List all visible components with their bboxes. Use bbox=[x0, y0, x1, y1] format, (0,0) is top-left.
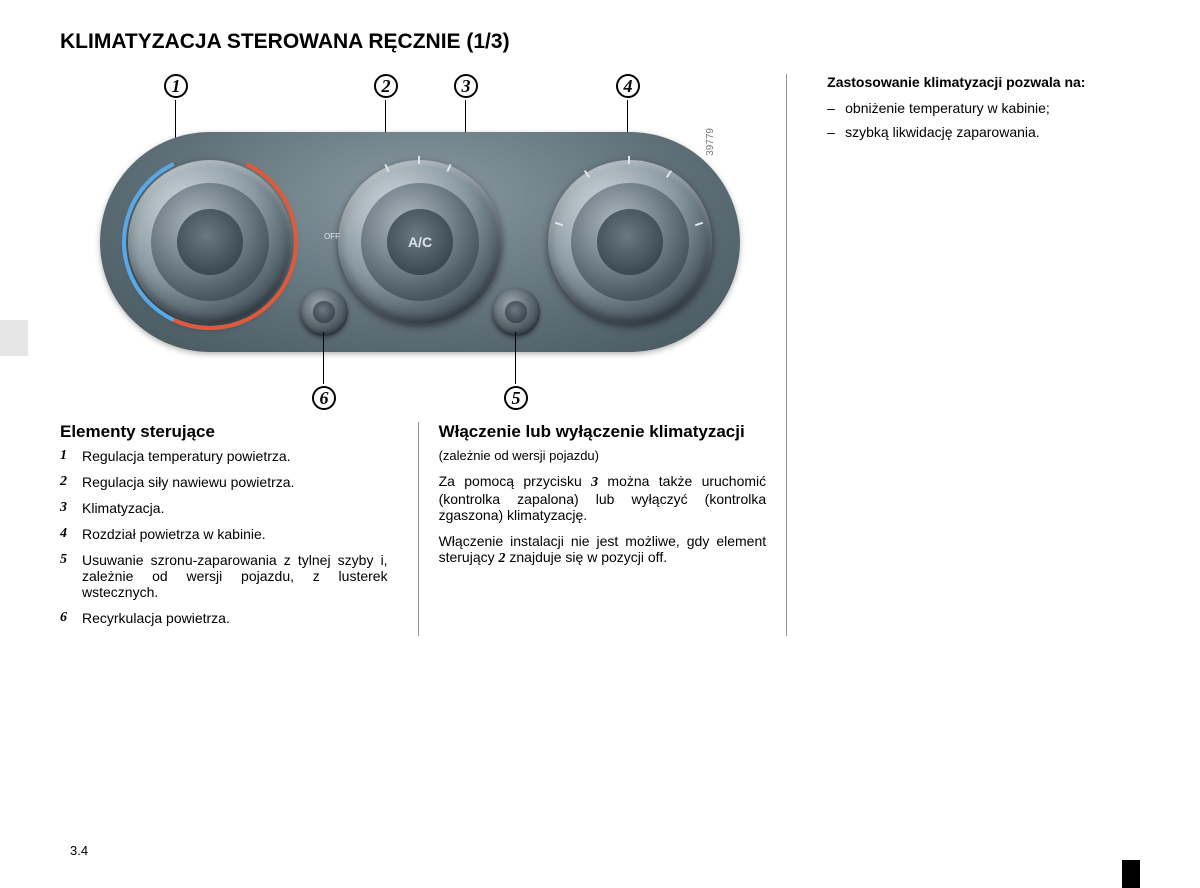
list-item: obniżenie temperatury w kabinie; bbox=[827, 100, 1140, 116]
left-column: 1 2 3 4 39779 bbox=[60, 74, 766, 636]
recirculation-button bbox=[300, 288, 348, 336]
callout-6: 6 bbox=[312, 386, 336, 410]
climate-panel-body: 39779 A/C OFF bbox=[100, 132, 740, 352]
page-number: 3.4 bbox=[70, 843, 88, 858]
activation-section: Włączenie lub wyłączenie klimatyzacji (z… bbox=[418, 422, 767, 636]
activation-paragraph-2: Włączenie instalacji nie jest możliwe, g… bbox=[439, 533, 767, 567]
lead-line bbox=[323, 332, 324, 384]
controls-list-section: Elementy sterujące 1Regulacja temperatur… bbox=[60, 422, 388, 636]
callout-5: 5 bbox=[504, 386, 528, 410]
activation-heading: Włączenie lub wyłączenie klimatyzacji bbox=[439, 422, 767, 442]
list-item: 4Rozdział powietrza w kabinie. bbox=[60, 526, 388, 542]
activation-subnote: (zależnie od wersji pojazdu) bbox=[439, 448, 767, 463]
ac-button-label: A/C bbox=[387, 209, 453, 275]
page-title: KLIMATYZACJA STEROWANA RĘCZNIE (1/3) bbox=[60, 30, 1140, 54]
lead-line bbox=[515, 332, 516, 384]
callout-3: 3 bbox=[454, 74, 478, 98]
climate-panel-diagram: 1 2 3 4 39779 bbox=[60, 74, 766, 414]
list-item: 1Regulacja temperatury powietrza. bbox=[60, 448, 388, 464]
bottom-corner-marker bbox=[1122, 860, 1140, 888]
off-label: OFF bbox=[324, 232, 340, 241]
list-item: 5Usuwanie szronu-zaparowania z tylnej sz… bbox=[60, 552, 388, 600]
list-item: szybką likwidację zaparowania. bbox=[827, 124, 1140, 140]
list-item: 6Recyrkulacja powietrza. bbox=[60, 610, 388, 626]
list-item: 2Regulacja siły nawiewu powietrza. bbox=[60, 474, 388, 490]
callout-2: 2 bbox=[374, 74, 398, 98]
rear-defrost-button bbox=[492, 288, 540, 336]
callout-4: 4 bbox=[616, 74, 640, 98]
fan-ac-knob: A/C OFF bbox=[338, 160, 502, 324]
image-reference-id: 39779 bbox=[705, 128, 716, 156]
list-item: 3Klimatyzacja. bbox=[60, 500, 388, 516]
callout-1: 1 bbox=[164, 74, 188, 98]
temperature-knob bbox=[128, 160, 292, 324]
controls-heading: Elementy sterujące bbox=[60, 422, 388, 442]
benefits-heading: Zastosowanie klimatyzacji pozwala na: bbox=[827, 74, 1140, 90]
activation-paragraph-1: Za pomocą przycisku 3 można także urucho… bbox=[439, 473, 767, 523]
right-column: Zastosowanie klimatyzacji pozwala na: ob… bbox=[786, 74, 1140, 636]
air-distribution-knob bbox=[548, 160, 712, 324]
